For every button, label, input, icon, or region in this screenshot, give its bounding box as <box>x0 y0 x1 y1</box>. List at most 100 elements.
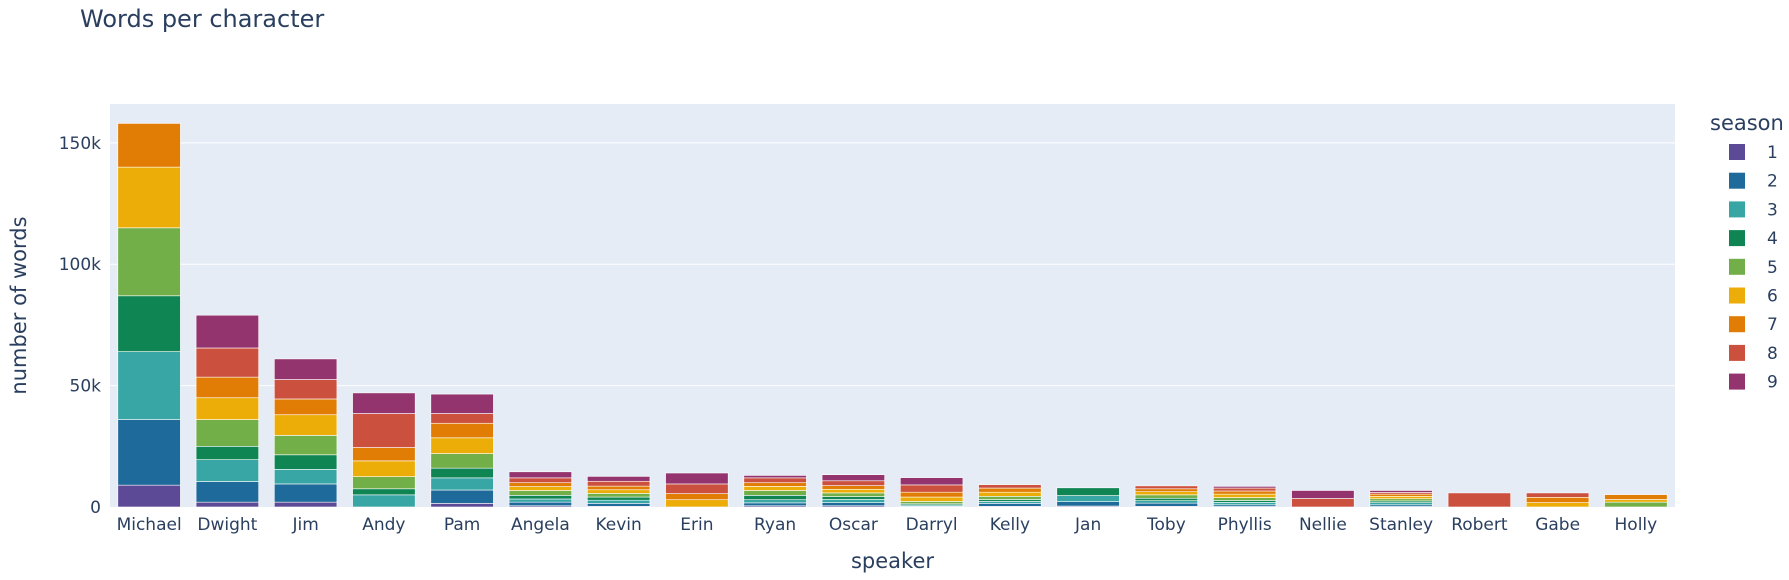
bar-segment <box>1526 496 1590 503</box>
bar-segment <box>665 483 729 494</box>
y-tick-label: 50k <box>70 377 102 397</box>
bar-segment <box>117 351 181 420</box>
x-tick-label: Erin <box>680 515 713 535</box>
x-tick-label: Robert <box>1451 515 1508 535</box>
bar-segment <box>1134 491 1198 496</box>
bar-segment <box>587 493 651 498</box>
x-tick-label: Jim <box>291 515 318 535</box>
bar-segment <box>821 488 885 494</box>
bar-segment <box>1604 499 1668 503</box>
bar-segment <box>743 486 807 491</box>
bar-segment <box>274 454 338 470</box>
legend-swatch <box>1729 373 1745 390</box>
bar-segment <box>117 295 181 352</box>
bar-segment <box>1134 485 1198 490</box>
bar-segment <box>508 486 572 491</box>
bar-segment <box>743 482 807 487</box>
x-tick-label: Kevin <box>595 515 641 535</box>
bar-segment <box>821 492 885 497</box>
bar-segment <box>508 482 572 487</box>
bar-segment <box>900 484 964 493</box>
bar-segment <box>587 480 651 487</box>
x-tick-label: Jan <box>1074 515 1101 535</box>
bar-segment <box>508 490 572 496</box>
bar-segment <box>978 491 1042 497</box>
legend-label: 1 <box>1767 143 1778 163</box>
bar-segment <box>195 501 259 508</box>
x-axis-title: speaker <box>851 549 934 573</box>
legend-label: 7 <box>1767 315 1778 335</box>
bar-segment <box>1213 486 1277 489</box>
bar-segment <box>1213 502 1277 506</box>
bar-segment <box>900 501 964 505</box>
y-axis-ticks: 0 50k 100k 150k <box>59 134 101 518</box>
bar-segment <box>274 483 338 503</box>
bar-segment <box>587 496 651 501</box>
x-tick-label: Toby <box>1146 515 1186 535</box>
x-tick-label: Gabe <box>1535 515 1580 535</box>
bar-segment <box>821 496 885 500</box>
bar-segment <box>352 392 416 414</box>
bar-segment <box>430 437 494 454</box>
bar-segment <box>508 477 572 484</box>
legend-swatch <box>1729 344 1745 361</box>
legend-swatch <box>1729 144 1745 160</box>
bar-segment <box>1604 494 1668 500</box>
legend-title: season <box>1710 111 1784 135</box>
bar-segment <box>508 501 572 507</box>
bar-segment <box>1369 493 1433 497</box>
bar-segment <box>508 471 572 479</box>
x-tick-label: Phyllis <box>1218 515 1272 535</box>
bar-segment <box>743 477 807 484</box>
bar-segment <box>352 476 416 490</box>
legend-swatch <box>1729 316 1745 333</box>
bar-segment <box>900 477 964 486</box>
bar-segment <box>195 314 259 349</box>
bar-segment <box>1291 498 1355 508</box>
legend-label: 5 <box>1767 258 1778 278</box>
bar-segment <box>978 496 1042 500</box>
legend-label: 9 <box>1767 373 1778 393</box>
bar-segment <box>978 487 1042 493</box>
bar-segment <box>195 446 259 460</box>
bar-segment <box>352 488 416 496</box>
bar-segment <box>743 502 807 507</box>
bar-segment <box>1134 497 1198 501</box>
bar-segment <box>821 485 885 490</box>
bar-segment <box>1056 495 1120 502</box>
legend-label: 2 <box>1767 172 1778 192</box>
bar-segment <box>352 413 416 448</box>
x-tick-label: Ryan <box>754 515 796 535</box>
x-tick-label: Kelly <box>990 515 1030 535</box>
legend-label: 6 <box>1767 287 1778 307</box>
x-tick-label: Darryl <box>906 515 958 535</box>
bar-segment <box>1369 490 1433 493</box>
bar-segment <box>821 499 885 503</box>
bar-segment <box>743 490 807 496</box>
bar-segment <box>821 480 885 486</box>
x-tick-label: Dwight <box>197 515 257 535</box>
bar-segment <box>430 489 494 504</box>
bar-segment <box>900 496 964 502</box>
x-tick-label: Holly <box>1615 515 1658 535</box>
legend-swatch <box>1729 287 1745 304</box>
bar-segment <box>274 501 338 508</box>
bar-segment <box>274 435 338 456</box>
x-axis-ticks: Michael Dwight Jim Andy Pam Angela Kevin Erin Ry… <box>117 515 1658 535</box>
bar-segment <box>1134 494 1198 499</box>
bar-segment <box>117 227 181 297</box>
bar-segment <box>352 494 416 508</box>
bar-segment <box>587 476 651 482</box>
bar-segment <box>665 493 729 501</box>
bar-segment <box>352 460 416 477</box>
chart-title: Words per character <box>80 5 324 33</box>
bar-segment <box>430 467 494 479</box>
legend-swatch <box>1729 230 1745 247</box>
x-tick-label: Michael <box>117 515 182 535</box>
bar-segment <box>117 419 181 486</box>
bar-segment <box>1134 488 1198 493</box>
legend-swatch <box>1729 258 1745 275</box>
bar-segment <box>1604 501 1668 508</box>
bar-segment <box>195 347 259 378</box>
